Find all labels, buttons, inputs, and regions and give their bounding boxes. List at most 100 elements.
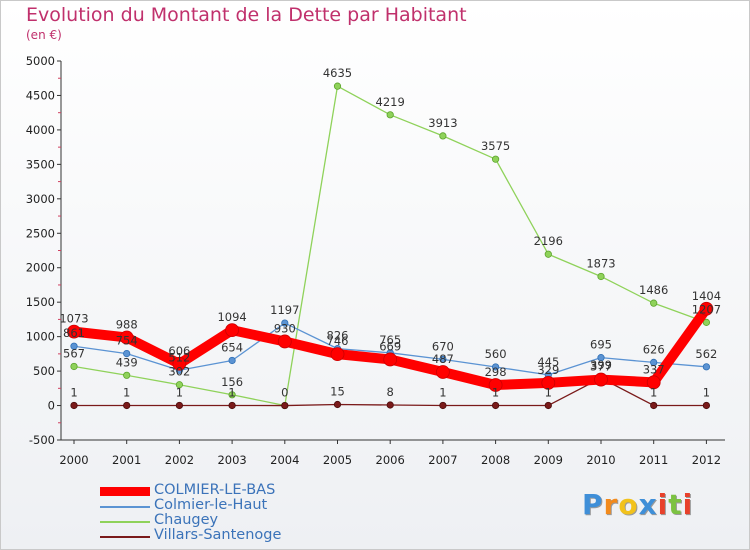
- data-label: 560: [485, 347, 507, 361]
- data-label: 445: [537, 355, 559, 369]
- data-label: 695: [590, 338, 612, 352]
- data-point: [650, 401, 658, 410]
- data-point: [333, 400, 342, 409]
- legend-swatch: [100, 487, 150, 496]
- data-point: [330, 347, 345, 362]
- data-point: [650, 299, 658, 307]
- y-tick-label: 4000: [26, 123, 55, 137]
- y-tick-label: 500: [33, 364, 55, 378]
- y-tick-label: 4500: [26, 88, 55, 102]
- x-tick-label: 2005: [323, 453, 352, 467]
- legend-label: COLMIER-LE-BAS: [154, 482, 276, 498]
- x-tick-label: 2012: [692, 453, 721, 467]
- data-label: 567: [63, 346, 85, 360]
- data-point: [123, 371, 131, 379]
- data-point: [123, 401, 131, 410]
- data-label: 329: [537, 363, 559, 377]
- y-tick-label: 5000: [26, 54, 55, 68]
- legend-label: Villars-Santenoge: [154, 527, 282, 543]
- data-point: [225, 323, 240, 338]
- data-label: 930: [274, 321, 296, 335]
- x-tick-label: 2004: [270, 453, 299, 467]
- data-label: 1: [545, 385, 552, 399]
- logo-letter: o: [618, 488, 639, 521]
- x-tick-label: 2006: [376, 453, 405, 467]
- data-label: 8: [387, 385, 394, 399]
- data-label: 1: [703, 385, 710, 399]
- data-point: [597, 272, 605, 281]
- data-point: [439, 355, 447, 363]
- data-label: 1: [176, 385, 183, 399]
- data-label: 626: [643, 342, 665, 356]
- data-point: [70, 342, 78, 350]
- data-label: 302: [168, 365, 190, 379]
- data-label: 1207: [692, 302, 721, 316]
- data-label: 826: [327, 329, 349, 343]
- y-tick-label: 2000: [26, 261, 55, 275]
- data-point: [281, 401, 289, 410]
- x-tick-label: 2002: [165, 453, 194, 467]
- data-label: 1: [228, 385, 235, 399]
- legend-label: Colmier-le-Haut: [154, 497, 268, 513]
- data-label: 1: [70, 385, 77, 399]
- data-point: [386, 111, 394, 119]
- data-label: 670: [432, 339, 454, 353]
- y-tick-label: 1000: [26, 330, 55, 344]
- data-label: 1073: [59, 312, 88, 326]
- data-label: 4635: [323, 66, 352, 80]
- legend-label: Chaugey: [154, 512, 219, 528]
- data-label: 2196: [534, 234, 563, 248]
- data-label: 606: [168, 344, 190, 358]
- data-label: 4219: [376, 95, 405, 109]
- data-point: [70, 401, 78, 410]
- data-label: 754: [116, 334, 138, 348]
- data-label: 1094: [217, 310, 246, 324]
- data-label: 562: [695, 347, 717, 361]
- data-label: 3575: [481, 139, 510, 153]
- data-point: [383, 352, 398, 367]
- data-point: [172, 356, 187, 371]
- y-tick-label: 3500: [26, 157, 55, 171]
- data-point: [281, 319, 289, 327]
- data-point: [488, 378, 503, 392]
- data-label: 399: [590, 358, 612, 372]
- x-tick-label: 2007: [428, 453, 457, 467]
- data-label: 861: [63, 326, 85, 340]
- data-point: [175, 381, 183, 389]
- y-tick-label: 0: [48, 399, 55, 413]
- y-tick-label: 1500: [26, 295, 55, 309]
- data-point: [119, 330, 134, 345]
- data-label: 439: [116, 355, 138, 369]
- logo-letter: x: [638, 488, 658, 521]
- data-point: [541, 375, 556, 390]
- data-label: 377: [590, 360, 612, 374]
- x-tick-label: 2001: [112, 453, 141, 467]
- data-label: 1: [439, 385, 446, 399]
- data-point: [597, 354, 605, 362]
- data-point: [439, 401, 447, 410]
- data-label: 1: [492, 385, 499, 399]
- data-label: 3913: [428, 116, 457, 130]
- proxiti-logo: Proxiti: [582, 488, 693, 521]
- data-point: [650, 358, 658, 367]
- data-label: 746: [327, 334, 349, 348]
- data-point: [702, 363, 711, 371]
- data-label: 512: [168, 350, 190, 364]
- data-point: [333, 82, 342, 90]
- x-tick-label: 2003: [217, 453, 246, 467]
- data-point: [175, 401, 183, 410]
- data-label: 1: [123, 385, 130, 399]
- data-label: 15: [330, 385, 345, 399]
- logo-letter: i: [657, 488, 669, 521]
- data-point: [435, 365, 450, 379]
- data-point: [544, 250, 552, 258]
- x-tick-label: 2011: [639, 453, 668, 467]
- data-label: 765: [379, 333, 401, 347]
- data-point: [228, 401, 236, 410]
- logo-letter: t: [668, 488, 683, 521]
- data-label: 1404: [692, 289, 721, 303]
- data-label: 156: [221, 375, 243, 389]
- data-point: [646, 375, 661, 390]
- data-label: 1197: [270, 303, 299, 317]
